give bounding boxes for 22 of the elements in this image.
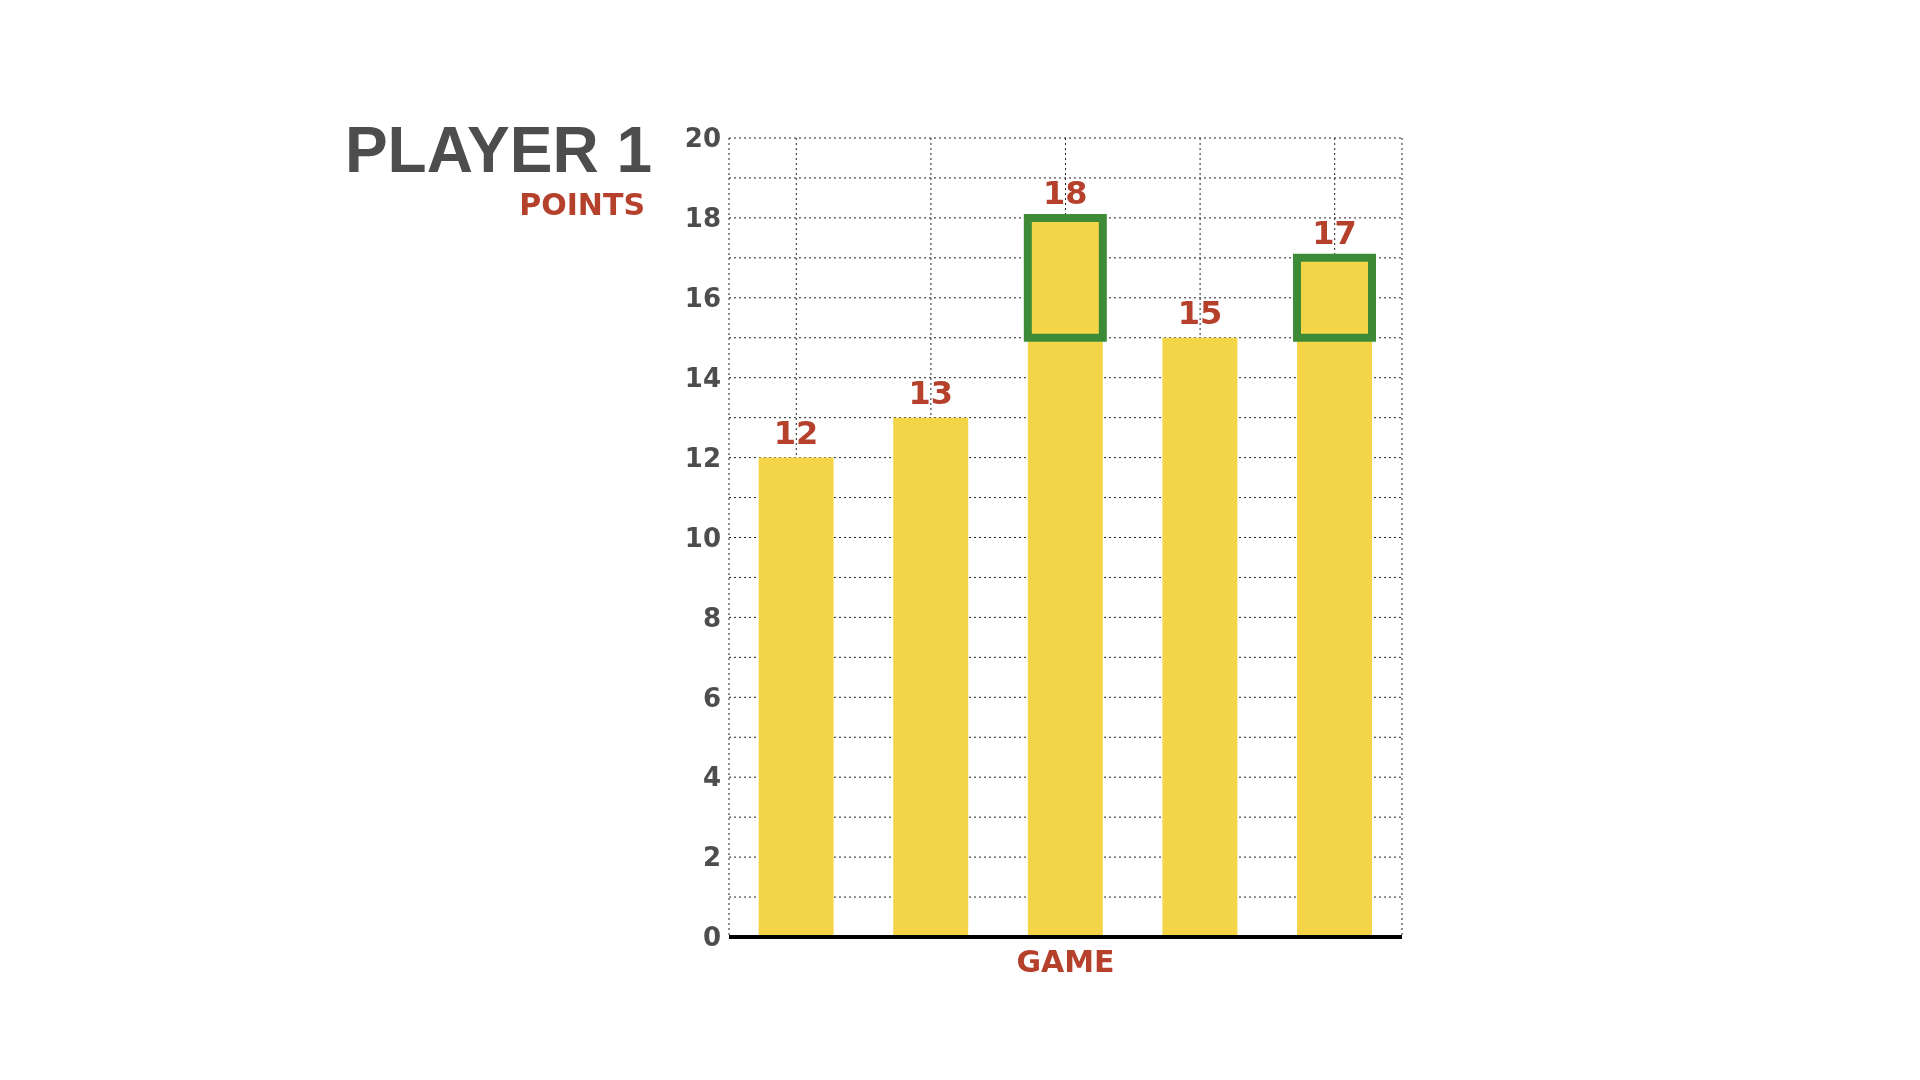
y-tick-label: 6	[702, 682, 721, 713]
total-label: 15	[1177, 293, 1223, 332]
y-axis-title: POINTS	[519, 187, 645, 222]
total-label: 17	[1312, 213, 1357, 252]
y-tick-label: 2	[702, 842, 721, 873]
bar	[893, 417, 969, 937]
y-tick-label: 8	[702, 602, 721, 633]
y-tick-label: 16	[684, 283, 721, 314]
bar	[1162, 337, 1238, 937]
y-tick-label: 12	[684, 442, 721, 473]
bar	[758, 457, 834, 937]
total-label: 18	[1043, 173, 1088, 212]
y-tick-label: 4	[702, 762, 721, 793]
y-tick-label: 20	[684, 123, 721, 154]
chart-title: PLAYER 1	[344, 114, 652, 186]
total-label: 13	[908, 373, 953, 412]
total-label: 12	[773, 413, 819, 452]
y-tick-label: 14	[684, 362, 721, 393]
x-axis-title: GAME	[1016, 944, 1115, 980]
y-tick-label: 10	[684, 522, 721, 553]
y-tick-label: 18	[684, 203, 721, 234]
y-tick-label: 0	[702, 922, 721, 953]
